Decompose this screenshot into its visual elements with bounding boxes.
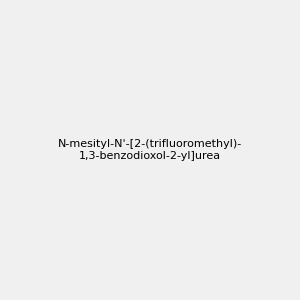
Text: N-mesityl-N'-[2-(trifluoromethyl)-
1,3-benzodioxol-2-yl]urea: N-mesityl-N'-[2-(trifluoromethyl)- 1,3-b… bbox=[58, 139, 242, 161]
